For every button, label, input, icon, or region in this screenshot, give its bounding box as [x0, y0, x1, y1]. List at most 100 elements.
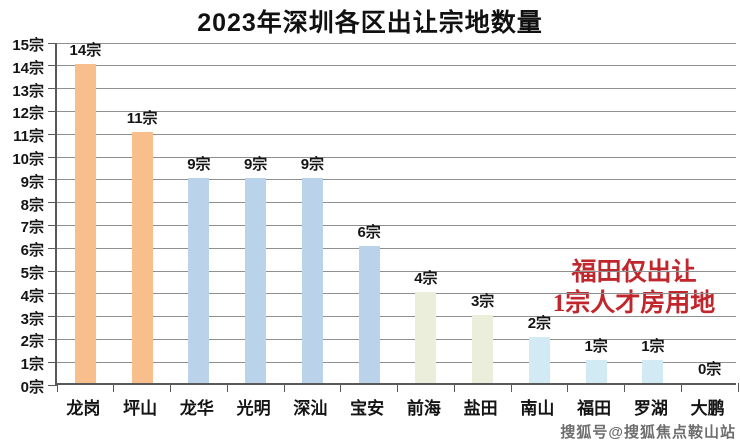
x-axis-tick [397, 383, 398, 392]
y-tick-label: 7宗 [20, 219, 44, 237]
y-tick-label: 13宗 [12, 82, 44, 100]
gridline [57, 88, 736, 90]
gridline [57, 361, 736, 363]
annotation-line-2: 1宗人才房用地 [552, 290, 716, 317]
y-tick-label: 0宗 [20, 379, 44, 396]
gridline [57, 338, 736, 340]
x-tick-label-福田: 福田 [577, 399, 612, 418]
watermark: 搜狐号@搜狐焦点鞍山站 [560, 424, 736, 441]
x-axis-tick [453, 383, 455, 392]
y-axis-tick [48, 293, 57, 295]
x-tick-label-盐田: 盐田 [463, 399, 498, 418]
bar-龙华 [188, 177, 210, 383]
bar-value-label: 14宗 [69, 41, 102, 59]
x-axis-tick [737, 383, 739, 392]
plot-area: 福田仅出让 1宗人才房用地 14宗 11宗 9宗 9宗 9宗 6宗 4宗 3宗 2宗 1宗 1宗 0宗 [48, 42, 739, 392]
y-tick-label: 6宗 [20, 242, 44, 260]
bar-坪山 [131, 132, 153, 383]
x-tick-label-光明: 光明 [236, 399, 271, 418]
bar-value-label: 4宗 [414, 269, 438, 287]
y-axis-tick [48, 270, 57, 272]
y-axis-tick [48, 316, 57, 318]
x-axis-tick [340, 383, 342, 392]
y-axis-tick [48, 247, 57, 249]
y-tick-label: 1宗 [20, 356, 44, 374]
y-axis-tick [48, 110, 57, 112]
x-axis-tick [624, 383, 625, 392]
bar-value-label: 6宗 [357, 224, 381, 242]
bar-value-label: 0宗 [697, 361, 722, 378]
annotation-line-1: 福田仅出让 [571, 259, 697, 286]
y-tick-label: 10宗 [12, 151, 44, 168]
gridline [57, 316, 736, 318]
x-axis-tick [567, 383, 569, 392]
bar-value-label: 9宗 [243, 155, 268, 173]
bar-光明 [245, 177, 267, 383]
y-tick-label: 4宗 [20, 287, 44, 305]
gridline [57, 133, 736, 135]
x-axis-tick [170, 383, 171, 392]
annotation-note: 福田仅出让 1宗人才房用地 [536, 257, 732, 319]
y-axis-tick [48, 42, 57, 44]
bar-盐田 [472, 314, 494, 383]
bar-罗湖 [642, 360, 664, 383]
x-axis-tick [56, 383, 58, 392]
bar-前海 [415, 291, 437, 383]
x-tick-label-深汕: 深汕 [293, 399, 328, 418]
bar-value-label: 3宗 [470, 292, 495, 310]
bar-value-label: 2宗 [527, 315, 552, 333]
y-tick-label: 3宗 [20, 310, 44, 328]
x-axis-tick [510, 383, 512, 392]
chart-title: 2023年深圳各区出让宗地数量 [197, 9, 543, 37]
bar-value-label: 1宗 [641, 338, 665, 356]
y-axis-tick [48, 202, 57, 204]
gridline [57, 65, 736, 67]
x-tick-label-罗湖: 罗湖 [633, 399, 668, 418]
y-axis-tick [48, 338, 57, 340]
bar-龙岗 [74, 63, 96, 383]
gridline [57, 270, 736, 272]
bar-福田 [585, 360, 607, 383]
y-tick-label: 8宗 [20, 196, 44, 214]
x-tick-label-南山: 南山 [520, 399, 555, 418]
gridline [57, 42, 736, 44]
gridline [57, 110, 736, 112]
x-tick-label-前海: 前海 [406, 399, 441, 418]
gridline [57, 202, 736, 204]
x-tick-label-坪山: 坪山 [123, 399, 158, 418]
bar-value-label: 9宗 [187, 155, 211, 173]
y-axis-tick [48, 361, 57, 363]
y-tick-label: 14宗 [12, 59, 44, 77]
gridline [57, 179, 736, 181]
y-axis-tick [48, 384, 57, 386]
bar-南山 [528, 337, 550, 383]
x-axis-tick [113, 383, 115, 392]
y-tick-label: 9宗 [20, 173, 44, 191]
gridline [57, 293, 736, 295]
y-axis-tick [48, 156, 57, 158]
x-axis-tick [283, 383, 285, 392]
gridline [57, 224, 736, 226]
y-tick-label: 12宗 [12, 105, 44, 123]
y-tick-label: 2宗 [20, 333, 44, 351]
bar-value-label: 11宗 [126, 110, 158, 128]
x-tick-label-龙岗: 龙岗 [66, 399, 101, 418]
y-axis-tick [48, 179, 57, 181]
y-axis-tick [48, 133, 57, 135]
x-tick-label-龙华: 龙华 [179, 399, 214, 418]
y-axis-tick [48, 224, 57, 226]
y-tick-label: 5宗 [20, 265, 44, 282]
x-tick-label-大鹏: 大鹏 [690, 399, 725, 418]
bar-宝安 [358, 246, 380, 383]
x-axis-labels: 龙岗 坪山 龙华 光明 深汕 宝安 前海 盐田 南山 福田 罗湖 大鹏 [55, 394, 736, 418]
bar-深汕 [301, 177, 323, 383]
bar-value-label: 1宗 [584, 338, 608, 356]
bar-value-label: 9宗 [300, 155, 325, 173]
y-axis-tick [48, 65, 57, 67]
gridline [57, 156, 736, 158]
gridline [57, 247, 736, 249]
x-axis-tick [680, 383, 682, 392]
y-tick-label: 11宗 [13, 128, 44, 146]
y-tick-label: 15宗 [12, 37, 44, 54]
